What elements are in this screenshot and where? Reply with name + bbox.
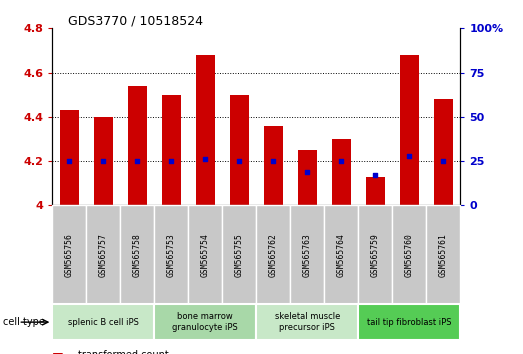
Bar [188, 205, 222, 304]
Text: cell type: cell type [3, 317, 44, 327]
Point [133, 158, 141, 164]
Bar [290, 205, 324, 304]
Bar [434, 99, 452, 205]
Point [439, 158, 447, 164]
Bar [52, 304, 154, 340]
Point [235, 158, 243, 164]
Text: bone marrow
granulocyte iPS: bone marrow granulocyte iPS [173, 312, 238, 332]
Bar [128, 86, 146, 205]
Text: GSM565764: GSM565764 [337, 233, 346, 277]
Bar [60, 110, 78, 205]
Text: tail tip fibroblast iPS: tail tip fibroblast iPS [367, 318, 451, 327]
Bar [230, 95, 248, 205]
Text: splenic B cell iPS: splenic B cell iPS [68, 318, 139, 327]
Bar [298, 150, 316, 205]
Text: GSM565759: GSM565759 [371, 233, 380, 277]
Text: skeletal muscle
precursor iPS: skeletal muscle precursor iPS [275, 312, 340, 332]
Text: GSM565758: GSM565758 [133, 233, 142, 277]
Bar [426, 205, 460, 304]
Bar [332, 139, 350, 205]
Text: GDS3770 / 10518524: GDS3770 / 10518524 [68, 14, 203, 27]
Text: GSM565760: GSM565760 [405, 233, 414, 277]
Point [303, 169, 311, 175]
Bar [222, 205, 256, 304]
Bar [120, 205, 154, 304]
Text: GSM565756: GSM565756 [65, 233, 74, 277]
Point [371, 172, 379, 178]
Point [405, 153, 413, 159]
Bar [162, 95, 180, 205]
Point [201, 156, 209, 162]
Bar [358, 304, 460, 340]
Bar [256, 304, 358, 340]
Text: GSM565754: GSM565754 [201, 233, 210, 277]
Bar [358, 205, 392, 304]
Bar [324, 205, 358, 304]
Bar [256, 205, 290, 304]
Point [269, 158, 277, 164]
Bar [154, 304, 256, 340]
Point [99, 158, 108, 164]
Text: GSM565757: GSM565757 [99, 233, 108, 277]
Point [65, 158, 73, 164]
Bar [52, 205, 86, 304]
Text: GSM565755: GSM565755 [235, 233, 244, 277]
Point [337, 158, 345, 164]
Point [167, 158, 175, 164]
Bar [366, 177, 384, 205]
Text: ■: ■ [52, 350, 64, 354]
Text: GSM565761: GSM565761 [439, 233, 448, 277]
Bar [94, 117, 112, 205]
Text: GSM565763: GSM565763 [303, 233, 312, 277]
Bar [86, 205, 120, 304]
Bar [264, 126, 282, 205]
Text: GSM565753: GSM565753 [167, 233, 176, 277]
Bar [392, 205, 426, 304]
Bar [400, 55, 418, 205]
Bar [196, 55, 214, 205]
Text: GSM565762: GSM565762 [269, 233, 278, 277]
Bar [154, 205, 188, 304]
Text: transformed count: transformed count [78, 350, 169, 354]
